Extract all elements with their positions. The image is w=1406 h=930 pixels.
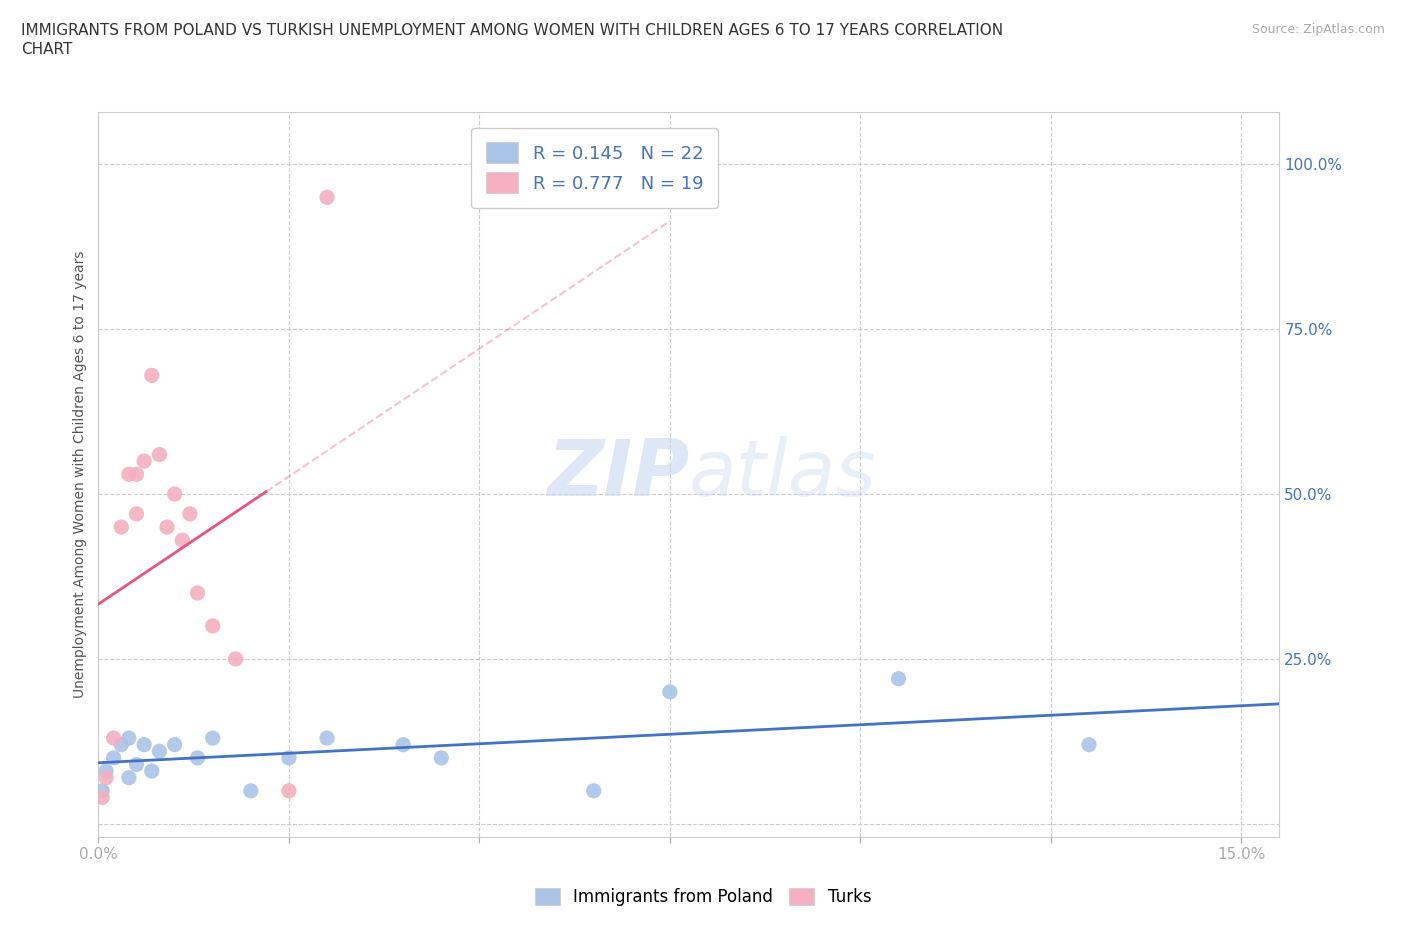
Point [141, 764, 163, 778]
Point [118, 467, 141, 482]
Point [163, 737, 186, 752]
Point [201, 618, 224, 633]
Point [94, 770, 117, 785]
Point [277, 783, 299, 798]
Point [172, 533, 194, 548]
Point [134, 454, 156, 469]
Text: ZIP: ZIP [547, 436, 689, 512]
Point [125, 507, 148, 522]
Point [179, 507, 201, 522]
Point [1078, 737, 1101, 752]
Text: Source: ZipAtlas.com: Source: ZipAtlas.com [1251, 23, 1385, 36]
Point [91, 790, 114, 804]
Point [186, 751, 208, 765]
Point [148, 744, 170, 759]
Point [141, 368, 163, 383]
Point [156, 520, 179, 535]
Point [658, 684, 681, 699]
Point [887, 671, 910, 686]
Y-axis label: Unemployment Among Women with Children Ages 6 to 17 years: Unemployment Among Women with Children A… [73, 250, 87, 698]
Point [316, 731, 339, 746]
Point [582, 783, 605, 798]
Point [201, 731, 224, 746]
Text: CHART: CHART [21, 42, 73, 57]
Text: atlas: atlas [689, 436, 877, 512]
Point [392, 737, 415, 752]
Point [94, 764, 117, 778]
Point [103, 731, 125, 746]
Point [118, 770, 141, 785]
Legend: Immigrants from Poland, Turks: Immigrants from Poland, Turks [527, 881, 879, 912]
Point [239, 783, 262, 798]
Point [125, 467, 148, 482]
Point [186, 586, 208, 601]
Text: IMMIGRANTS FROM POLAND VS TURKISH UNEMPLOYMENT AMONG WOMEN WITH CHILDREN AGES 6 : IMMIGRANTS FROM POLAND VS TURKISH UNEMPL… [21, 23, 1004, 38]
Point [430, 751, 453, 765]
Point [148, 447, 170, 462]
Point [277, 751, 299, 765]
Point [316, 190, 339, 205]
Point [163, 486, 186, 501]
Legend: R = 0.145   N = 22, R = 0.777   N = 19: R = 0.145 N = 22, R = 0.777 N = 19 [471, 128, 717, 207]
Point [225, 652, 247, 667]
Point [125, 757, 148, 772]
Point [110, 520, 132, 535]
Point [103, 751, 125, 765]
Point [91, 783, 114, 798]
Point [134, 737, 156, 752]
Point [118, 731, 141, 746]
Point [110, 737, 132, 752]
